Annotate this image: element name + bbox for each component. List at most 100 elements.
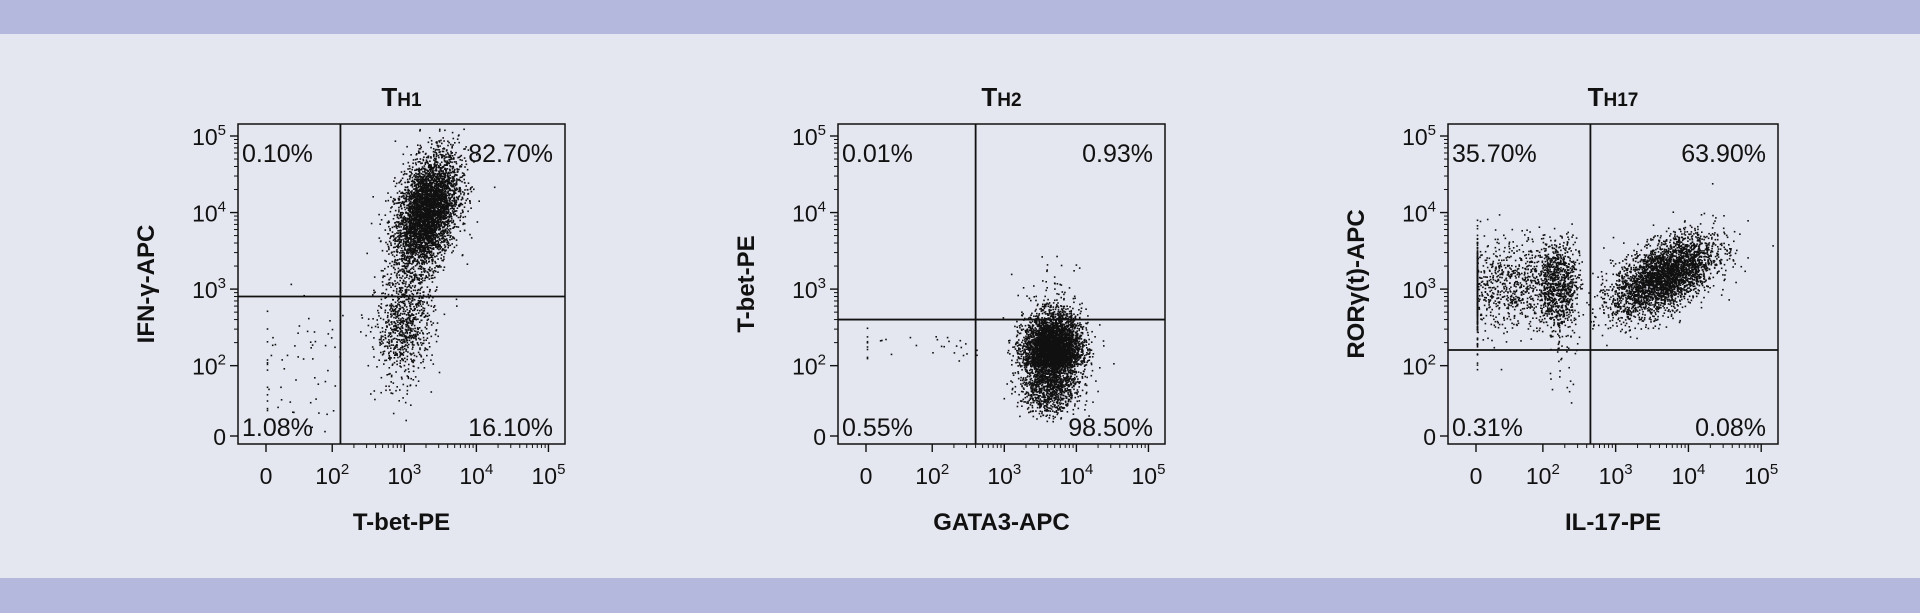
event-dot [464,166,466,168]
event-dot [413,173,416,176]
event-dot [409,286,412,289]
event-dot [415,169,417,171]
event-dot [370,222,373,225]
event-dot [400,255,403,257]
event-dot [406,262,408,265]
event-dot [444,214,446,216]
event-dot [420,187,423,189]
event-dot [440,230,443,232]
event-dot [435,153,438,155]
event-dot [450,150,452,153]
event-dot [442,171,444,173]
event-dot [437,232,440,235]
event-dot [432,247,435,249]
panel-title: TH1 [381,82,422,112]
event-dot [400,247,403,250]
event-dot [441,205,444,207]
event-dot [455,196,458,198]
event-dot [416,278,419,281]
event-dot [458,141,460,144]
event-dot [393,236,395,238]
event-dot [448,154,450,157]
event-dot [440,257,442,260]
event-dot [403,201,406,204]
event-dot [423,234,426,237]
event-dot [429,237,431,239]
event-dot [461,159,463,162]
event-dot [423,224,425,227]
event-dot [441,142,443,145]
event-dot [434,244,436,246]
event-dot [419,185,422,187]
event-dot [415,196,418,198]
event-dot [449,157,452,159]
event-dot [394,238,397,240]
event-dot [448,141,450,144]
event-dot [418,167,420,170]
event-dot [439,235,442,237]
event-dot [449,215,451,218]
event-dot [389,210,392,213]
panel-title-main: T [381,82,397,112]
event-dot [378,237,381,239]
event-dot [412,162,414,165]
event-dot [442,205,445,208]
event-dot [399,201,401,204]
event-dot [469,233,471,236]
event-dot [423,192,426,194]
event-dot [413,175,415,177]
event-dot [451,170,454,173]
event-dot [460,215,462,217]
event-dot [441,240,443,243]
event-dot [418,218,420,220]
event-dot [420,162,422,165]
event-dot [429,231,431,233]
event-dots [266,128,496,433]
event-dot [436,216,439,218]
event-dot [453,193,455,196]
event-dot [413,257,416,260]
event-dot [422,158,424,161]
event-dot [448,230,451,232]
event-dot [438,141,441,143]
event-dot [406,198,408,201]
event-dot [398,223,401,225]
event-dot [454,168,456,171]
event-dot [443,238,445,240]
event-dot [441,181,443,183]
event-dot [446,234,449,237]
event-dot [432,239,435,241]
event-dot [436,142,438,144]
event-dot [448,224,451,227]
event-dot [395,274,398,277]
event-dot [414,207,416,209]
event-dot [428,249,430,251]
event-dot [443,248,445,251]
event-dot [476,154,478,156]
event-dot [425,250,427,252]
event-dot [400,241,402,244]
event-dot [392,197,395,200]
event-dot [439,176,442,178]
event-dot [449,236,451,238]
event-dot [450,220,452,222]
event-dot [430,233,433,235]
event-dot [449,197,452,199]
event-dot [394,246,396,248]
event-dot [422,167,425,170]
event-dot [449,174,451,176]
top-band [0,0,1920,34]
event-dot [403,256,406,258]
event-dot [395,225,397,227]
event-dot [391,226,394,229]
event-dot [470,187,472,189]
event-dot [439,153,441,156]
event-dot [421,286,423,289]
event-dot [441,156,444,158]
event-dot [406,186,408,189]
event-dot [393,238,396,240]
event-dot [410,280,413,283]
event-dot [431,177,433,180]
bottom-band [0,578,1920,613]
